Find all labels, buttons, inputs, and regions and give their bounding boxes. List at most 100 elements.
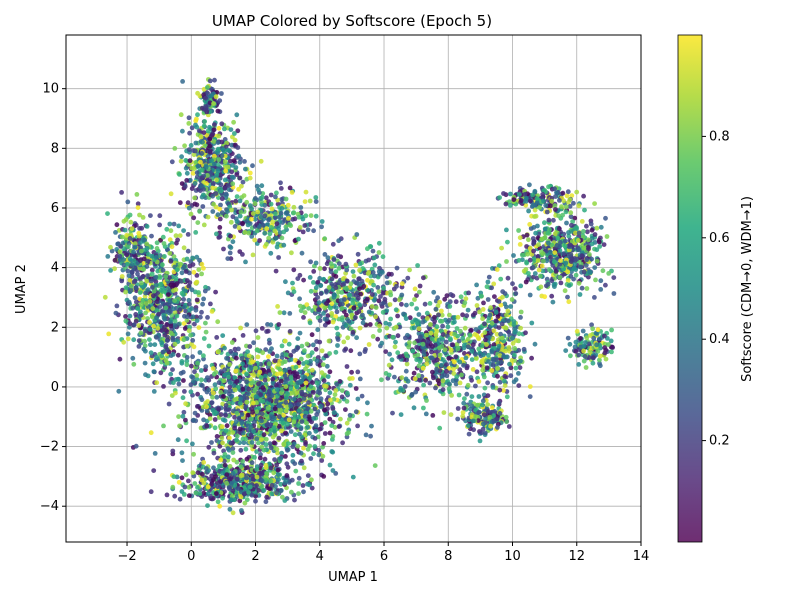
scatter-point	[223, 412, 229, 418]
scatter-point	[211, 101, 217, 106]
scatter-point	[244, 456, 250, 462]
scatter-point	[283, 352, 289, 357]
scatter-point	[158, 281, 163, 287]
scatter-point	[191, 269, 197, 275]
scatter-point	[199, 261, 205, 267]
scatter-point	[278, 371, 284, 376]
scatter-point	[308, 213, 314, 219]
scatter-point	[281, 441, 287, 447]
scatter-point	[236, 346, 241, 352]
scatter-point	[333, 388, 339, 393]
scatter-point	[272, 457, 277, 462]
scatter-point	[175, 237, 181, 243]
scatter-point	[366, 257, 372, 263]
scatter-point	[191, 451, 197, 457]
scatter-point	[211, 477, 216, 483]
scatter-point	[413, 389, 419, 395]
scatter-point	[313, 285, 319, 291]
scatter-point	[135, 271, 140, 277]
scatter-point	[201, 296, 207, 302]
scatter-point	[291, 210, 297, 216]
scatter-point	[490, 385, 496, 390]
scatter-point	[312, 406, 318, 412]
scatter-point	[387, 351, 392, 357]
scatter-point	[398, 412, 404, 417]
scatter-point	[291, 267, 297, 273]
scatter-point	[214, 172, 220, 178]
scatter-point	[266, 235, 272, 241]
scatter-point	[344, 364, 350, 369]
scatter-point	[133, 285, 139, 291]
scatter-point	[327, 462, 333, 468]
scatter-point	[219, 91, 224, 96]
scatter-point	[294, 384, 300, 390]
scatter-point	[318, 404, 324, 409]
scatter-point	[273, 421, 279, 427]
scatter-point	[222, 462, 228, 468]
scatter-point	[327, 430, 333, 436]
scatter-point	[430, 413, 436, 418]
scatter-point	[312, 436, 318, 441]
scatter-point	[355, 423, 360, 429]
scatter-point	[337, 379, 343, 384]
scatter-point	[157, 213, 163, 219]
scatter-point	[223, 191, 229, 197]
scatter-point	[244, 379, 249, 385]
scatter-point	[295, 336, 301, 341]
scatter-point	[216, 125, 222, 131]
scatter-point	[332, 410, 337, 416]
scatter-point	[274, 371, 280, 377]
scatter-point	[160, 262, 165, 268]
scatter-point	[186, 493, 192, 498]
scatter-point	[232, 425, 238, 431]
scatter-point	[460, 312, 465, 318]
scatter-point	[205, 484, 211, 490]
scatter-point	[287, 222, 293, 227]
scatter-point	[351, 273, 357, 279]
scatter-point	[230, 446, 236, 452]
scatter-point	[480, 358, 485, 363]
scatter-point	[490, 362, 496, 368]
scatter-point	[445, 324, 451, 330]
scatter-point	[297, 431, 302, 437]
scatter-point	[240, 179, 246, 185]
scatter-point	[517, 365, 523, 370]
scatter-point	[180, 413, 186, 419]
scatter-point	[202, 119, 208, 124]
scatter-point	[234, 219, 240, 224]
scatter-point	[212, 382, 218, 388]
scatter-point	[433, 306, 439, 312]
scatter-point	[311, 269, 317, 274]
scatter-point	[309, 477, 314, 483]
scatter-point	[373, 314, 378, 320]
scatter-point	[273, 235, 279, 241]
scatter-point	[485, 380, 490, 386]
scatter-point	[134, 299, 139, 305]
scatter-point	[244, 395, 250, 401]
scatter-point	[377, 323, 382, 329]
scatter-point	[292, 497, 297, 503]
scatter-point	[219, 153, 225, 159]
scatter-point	[153, 254, 159, 260]
scatter-point	[190, 470, 196, 476]
scatter-point	[255, 354, 261, 360]
scatter-point	[227, 380, 233, 385]
scatter-point	[239, 412, 245, 417]
scatter-point	[177, 423, 182, 429]
scatter-point	[289, 250, 294, 256]
scatter-point	[304, 420, 309, 426]
scatter-point	[256, 381, 261, 387]
scatter-point	[474, 282, 479, 288]
scatter-point	[430, 369, 435, 375]
scatter-point	[393, 339, 398, 345]
scatter-point	[274, 462, 279, 468]
scatter-point	[216, 406, 222, 412]
scatter-point	[106, 331, 112, 337]
scatter-point	[285, 441, 291, 446]
scatter-point	[421, 349, 427, 354]
scatter-point	[117, 253, 123, 259]
scatter-point	[203, 329, 209, 335]
scatter-point	[280, 420, 286, 426]
scatter-point	[333, 349, 339, 355]
scatter-point	[333, 269, 339, 275]
